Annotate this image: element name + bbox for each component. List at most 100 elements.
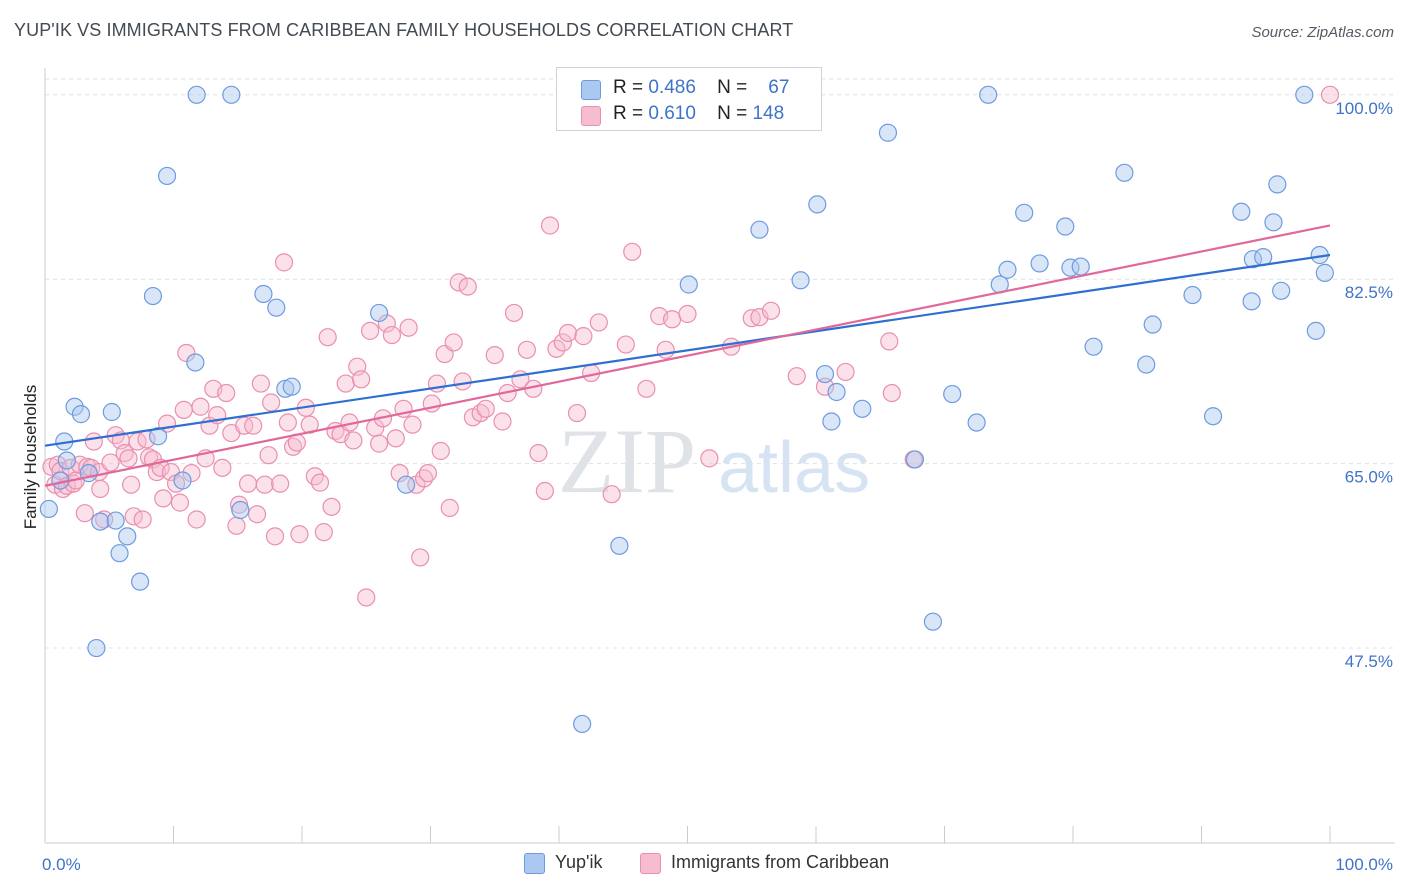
yupik-point (967, 413, 986, 432)
yupik-point (923, 612, 943, 631)
bottom-legend-swatch-yupik (524, 853, 545, 874)
caribbean-point (262, 393, 281, 412)
caribbean-point (637, 379, 656, 398)
caribbean-point (133, 510, 152, 529)
legend-n-value: 148 (752, 103, 785, 124)
yupik-point (222, 85, 241, 104)
caribbean-point (271, 474, 290, 493)
yupik-point (573, 714, 592, 734)
yupik-point (791, 271, 810, 290)
gridlines (45, 78, 1395, 649)
caribbean-point (187, 510, 206, 529)
yupik-point (1084, 337, 1103, 356)
caribbean-point (678, 304, 697, 324)
yupik-point (1183, 285, 1202, 305)
yupik-point (39, 499, 58, 519)
caribbean-point (485, 345, 504, 365)
caribbean-point (310, 473, 330, 492)
legend-swatch-caribbean (581, 106, 601, 126)
y-tick-label: 47.5% (1345, 652, 1393, 671)
caribbean-point (493, 412, 512, 431)
watermark-zip: ZIP (558, 410, 696, 512)
caribbean-point (259, 446, 278, 465)
yupik-point (57, 451, 76, 470)
caribbean-point (623, 242, 642, 261)
trend-lines (44, 224, 1331, 487)
yupik-point (878, 123, 898, 142)
x-tick-label: 0.0% (42, 855, 81, 874)
caribbean-point (558, 323, 578, 343)
yupik-point (943, 384, 962, 404)
legend-r-label: R = (613, 103, 644, 124)
yupik-point (1264, 213, 1283, 232)
legend-swatch-yupik (581, 80, 601, 100)
caribbean-point (322, 497, 341, 516)
caribbean-point (390, 464, 409, 483)
yupik-point (91, 512, 110, 531)
yupik-point (267, 298, 286, 317)
yupik-point (1071, 257, 1090, 276)
yupik-point (173, 471, 192, 490)
yupik-point (87, 638, 106, 658)
caribbean-point (174, 400, 193, 419)
yupik-point (1306, 321, 1325, 340)
yupik-point (231, 500, 250, 520)
yupik-point (1143, 315, 1162, 334)
caribbean-point (700, 449, 719, 468)
legend-n-value: 67 (768, 77, 790, 98)
caribbean-point (815, 377, 835, 396)
yupik-point (853, 399, 872, 418)
yupik-point (822, 412, 841, 431)
caribbean-point (440, 498, 459, 517)
yupik-point (370, 303, 389, 323)
caribbean-point (274, 253, 294, 272)
caribbean-point (121, 475, 141, 494)
yupik-point (130, 572, 150, 591)
yupik-point (1295, 85, 1314, 104)
caribbean-point (290, 525, 309, 544)
caribbean-point (761, 301, 781, 320)
yupik-point (1232, 202, 1251, 221)
caribbean-point (504, 303, 524, 323)
caribbean-point (119, 449, 138, 468)
yupik-point (679, 275, 698, 294)
caribbean-point (247, 505, 267, 524)
y-axis-label: Family Households (21, 385, 40, 530)
caribbean-point (251, 374, 270, 393)
source-credit: Source: ZipAtlas.com (1251, 24, 1394, 41)
caribbean-point (227, 516, 246, 535)
yupik-point (143, 286, 163, 306)
caribbean-point (370, 434, 389, 453)
caribbean-point (517, 340, 536, 359)
yupik-point (1137, 355, 1156, 374)
caribbean-point (403, 415, 422, 434)
yupik-point (905, 450, 925, 469)
yupik-point (979, 85, 998, 104)
yupik-point (65, 397, 84, 416)
yupik-trend-line (44, 253, 1331, 447)
yupik-point (998, 260, 1017, 279)
bottom-legend-label-caribbean: Immigrants from Caribbean (671, 852, 890, 872)
caribbean-point (418, 464, 438, 483)
caribbean-point (836, 362, 855, 382)
caribbean-point (529, 443, 548, 463)
yupik-point (610, 536, 629, 555)
caribbean-point (314, 523, 333, 542)
caribbean-point (553, 333, 572, 352)
caribbean-point (742, 309, 761, 328)
caribbean-point (84, 432, 103, 451)
yupik-point (808, 195, 827, 214)
legend-r-label: R = (613, 77, 644, 98)
caribbean-point (449, 273, 468, 292)
legend-n-label: N = (717, 77, 748, 98)
caribbean-point (336, 374, 355, 393)
caribbean-point (344, 431, 363, 450)
caribbean-point (318, 328, 337, 347)
legend-n-label: N = (717, 103, 748, 124)
yupik-point (102, 402, 121, 422)
caribbean-point (535, 481, 554, 501)
x-tick-label: 100.0% (1335, 855, 1393, 874)
caribbean-point (574, 327, 593, 346)
tick-labels: 47.5% 65.0% 82.5% 100.0% 0.0% 100.0% (42, 99, 1393, 874)
chart-title: YUP'IK VS IMMIGRANTS FROM CARIBBEAN FAMI… (14, 20, 794, 40)
